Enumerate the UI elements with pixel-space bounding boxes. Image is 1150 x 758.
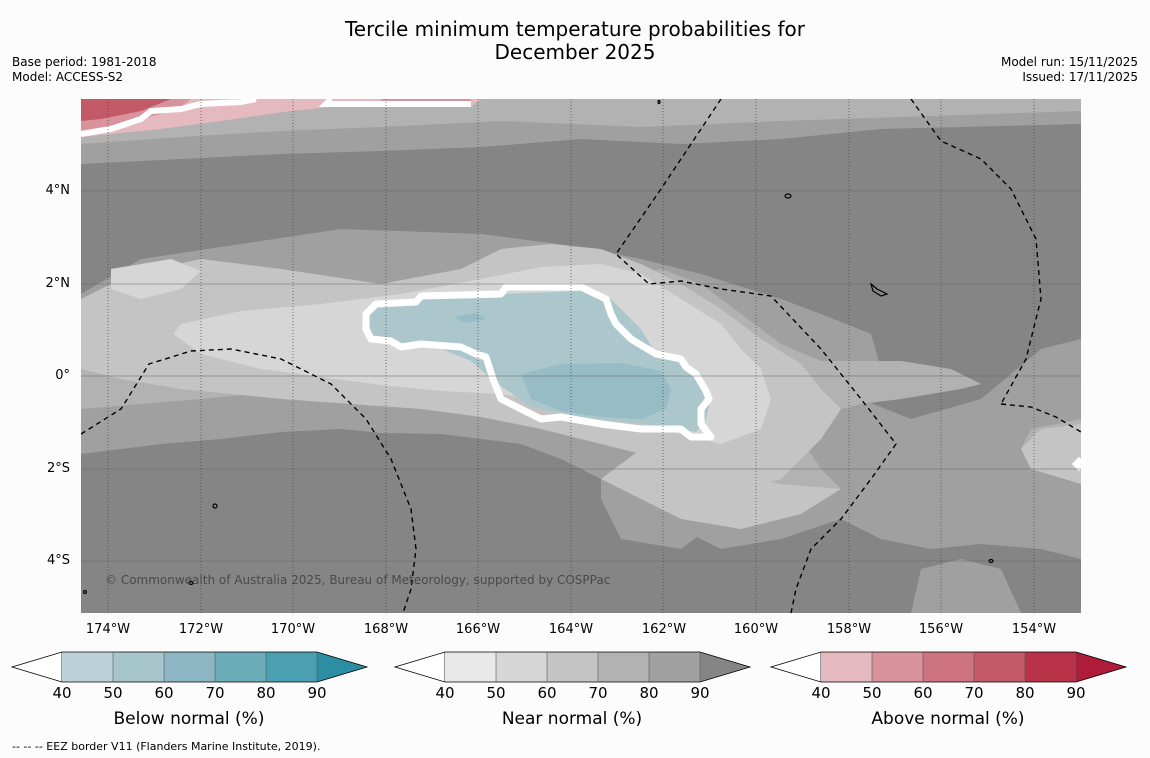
lon-label-158w: 158°W (826, 622, 872, 637)
lat-label-0: 0° (55, 368, 70, 383)
colorbar-above-tick: 90 (1066, 684, 1086, 702)
colorbar-near-extend-low (393, 651, 446, 683)
colorbar-near-normal (393, 651, 752, 683)
colorbar-above-outline (821, 651, 1128, 683)
colorbar-near-outline (445, 651, 752, 683)
colorbar-above-label: Above normal (%) (871, 709, 1025, 729)
colorbar-above-swatch-80 (1025, 652, 1076, 682)
colorbar-below-extend-low (10, 651, 63, 683)
colorbar-near-swatch-60 (547, 652, 598, 682)
colorbar-below-swatch-40 (62, 652, 113, 682)
colorbar-near-tick: 50 (486, 684, 506, 702)
colorbar-above-extend-low (769, 651, 822, 683)
meta-left: Base period: 1981-2018 Model: ACCESS-S2 (12, 55, 157, 85)
colorbar-near-tick: 40 (435, 684, 455, 702)
colorbar-below-swatch-70 (215, 652, 266, 682)
colorbar-above-extend-high (1076, 652, 1126, 682)
title-line-1: Tercile minimum temperature probabilitie… (344, 17, 806, 41)
colorbar-near-swatch-50 (496, 652, 547, 682)
above-normal-outline (81, 99, 471, 137)
islands (82, 99, 994, 595)
colorbar-above-tick: 50 (862, 684, 882, 702)
colorbar-near-label: Near normal (%) (501, 709, 643, 729)
colorbar-above-swatch-60 (923, 652, 974, 682)
colorbar-below-dividers (112, 652, 318, 682)
lon-label-174w: 174°W (85, 622, 131, 637)
colorbar-above-tick: 70 (964, 684, 984, 702)
colorbar-above-swatch-70 (974, 652, 1025, 682)
colorbar-below-extend-high (317, 652, 367, 682)
eez-footnote: -- -- -- EEZ border V11 (Flanders Marine… (12, 740, 321, 753)
colorbar-below-tick: 50 (103, 684, 123, 702)
colorbar-below-normal (10, 651, 369, 683)
near-normal-80-region (911, 559, 1021, 613)
colorbar-below-tick: 80 (256, 684, 276, 702)
issued-date: Issued: 17/11/2025 (1022, 70, 1138, 84)
lon-label-166w: 166°W (455, 622, 501, 637)
colorbar-above-tick: 40 (811, 684, 831, 702)
colorbar-near-swatch-80 (649, 652, 700, 682)
lon-label-170w: 170°W (270, 622, 316, 637)
colorbar-near-tick: 60 (537, 684, 557, 702)
colorbar-above-dividers (871, 652, 1077, 682)
title-line-2: December 2025 (494, 40, 656, 64)
below-normal-outline (362, 283, 715, 441)
lat-label-4s: 4°S (46, 553, 70, 568)
lon-label-162w: 162°W (641, 622, 687, 637)
colorbar-near-swatch-70 (598, 652, 649, 682)
model-name: Model: ACCESS-S2 (12, 70, 124, 84)
lon-label-160w: 160°W (733, 622, 779, 637)
lat-label-2s: 2°S (46, 461, 70, 476)
right-edge-outline (1071, 456, 1081, 472)
colorbar-above-tick: 80 (1015, 684, 1035, 702)
colorbar-near-swatch-40 (445, 652, 496, 682)
lon-label-172w: 172°W (178, 622, 224, 637)
colorbar-near-tick: 80 (639, 684, 659, 702)
colorbar-near-tick: 70 (588, 684, 608, 702)
colorbar-below-tick: 40 (52, 684, 72, 702)
colorbar-below-swatch-50 (113, 652, 164, 682)
base-period: Base period: 1981-2018 (12, 55, 157, 69)
near-normal-70-region (81, 99, 1081, 144)
lat-label-2n: 2°N (45, 276, 71, 291)
colorbar-above-tick: 60 (913, 684, 933, 702)
colorbar-near-dividers (495, 652, 701, 682)
copyright-credit: © Commonwealth of Australia 2025, Bureau… (105, 573, 610, 587)
colorbar-above-swatch-50 (872, 652, 923, 682)
near-normal-50-region (111, 259, 201, 299)
lon-label-164w: 164°W (548, 622, 594, 637)
map-title: Tercile minimum temperature probabilitie… (0, 18, 1150, 64)
colorbar-below-swatch-60 (164, 652, 215, 682)
lat-gridlines (81, 190, 1081, 562)
below-normal-50-region (521, 363, 671, 419)
eez-border (81, 99, 1081, 613)
colorbar-below-tick: 90 (307, 684, 327, 702)
above-normal-60-region (81, 99, 171, 121)
lon-label-168w: 168°W (363, 622, 409, 637)
lon-label-156w: 156°W (918, 622, 964, 637)
colorbar-below-tick: 60 (154, 684, 174, 702)
colorbar-below-swatch-80 (266, 652, 317, 682)
colorbar-above-normal (769, 651, 1128, 683)
meta-right: Model run: 15/11/2025 Issued: 17/11/2025 (1001, 55, 1138, 85)
model-run: Model run: 15/11/2025 (1000, 55, 1138, 69)
colorbar-near-tick: 90 (690, 684, 710, 702)
lon-label-154w: 154°W (1011, 622, 1057, 637)
colorbar-near-extend-high (700, 652, 750, 682)
colorbar-below-tick: 70 (205, 684, 225, 702)
colorbar-below-outline (62, 651, 369, 683)
colorbar-below-label: Below normal (%) (113, 709, 265, 729)
forecast-map: © Commonwealth of Australia 2025, Bureau… (81, 99, 1081, 613)
lat-label-4n: 4°N (45, 183, 71, 198)
colorbar-above-swatch-40 (821, 652, 872, 682)
